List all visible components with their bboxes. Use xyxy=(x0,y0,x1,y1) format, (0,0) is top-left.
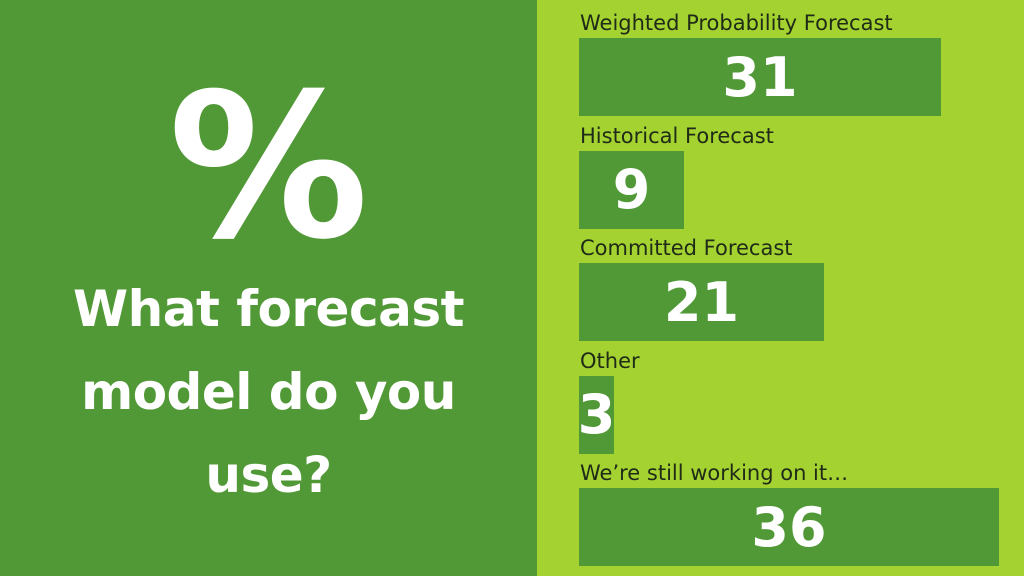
bar-value-label: 21 xyxy=(663,270,740,334)
bar-label: We’re still working on it… xyxy=(580,461,849,485)
bar-label: Historical Forecast xyxy=(580,123,774,148)
bar: 21 xyxy=(579,263,824,341)
bar-label: Other xyxy=(580,348,640,373)
percent-icon: % xyxy=(168,51,369,284)
bar: 31 xyxy=(579,38,941,116)
bar-value-label: 31 xyxy=(722,45,798,109)
bar-label: Committed Forecast xyxy=(580,236,793,260)
bar: 3 xyxy=(577,375,616,454)
bar: 9 xyxy=(579,150,684,229)
question-text: What forecast model do you use? xyxy=(72,280,465,504)
left-panel xyxy=(0,0,537,576)
bar-value-label: 3 xyxy=(577,383,616,446)
bar: 36 xyxy=(579,488,999,566)
bar-label: Weighted Probability Forecast xyxy=(580,11,893,35)
bar-value-label: 9 xyxy=(612,158,651,221)
bar-value-label: 36 xyxy=(751,495,827,559)
